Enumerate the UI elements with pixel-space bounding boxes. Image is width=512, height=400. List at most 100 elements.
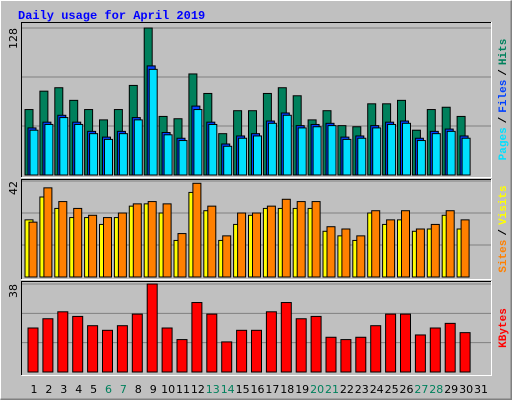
legend-entry: Pages — [498, 127, 510, 160]
bar — [104, 138, 113, 176]
bar — [103, 217, 112, 278]
bar — [87, 325, 99, 373]
bar — [325, 336, 337, 373]
bar — [176, 339, 188, 373]
bar — [327, 125, 337, 176]
bar — [161, 327, 173, 373]
bar — [414, 334, 426, 373]
bar — [193, 109, 203, 176]
bar — [42, 318, 54, 373]
bar — [372, 127, 382, 176]
bar — [59, 117, 69, 176]
x-tick-label: 22 — [340, 383, 354, 396]
x-tick-label: 23 — [355, 383, 369, 396]
bar — [236, 329, 248, 373]
x-tick-label: 6 — [105, 383, 112, 396]
x-tick-label: 18 — [280, 383, 294, 396]
legend-separator: / — [498, 229, 510, 236]
bar — [444, 322, 456, 373]
legend: KBytes — [498, 308, 510, 348]
x-tick-label: 24 — [370, 383, 384, 396]
bar — [133, 119, 143, 176]
bar — [223, 145, 233, 176]
bar — [44, 123, 54, 176]
x-tick-label: 29 — [444, 383, 458, 396]
y-tick-label: 128 — [7, 28, 20, 49]
bar — [459, 332, 471, 373]
x-tick-label: 26 — [400, 383, 414, 396]
bar — [89, 133, 99, 176]
bar — [386, 219, 396, 278]
x-tick-label: 8 — [135, 383, 142, 396]
bar — [58, 201, 68, 278]
bar — [340, 339, 352, 373]
plot-frame-dark — [21, 179, 491, 279]
x-tick-label: 14 — [221, 383, 235, 396]
plot-frame-light — [21, 22, 492, 178]
bar — [117, 212, 127, 278]
bar — [430, 223, 440, 278]
bar — [238, 137, 248, 176]
x-tick-label: 3 — [60, 383, 67, 396]
bar — [401, 210, 410, 278]
bar — [357, 137, 367, 176]
bar — [355, 336, 367, 373]
bar — [178, 140, 188, 176]
bar — [296, 201, 306, 278]
bar — [207, 205, 217, 278]
legend-entry: Files — [498, 80, 510, 113]
bar — [27, 327, 39, 373]
bar — [43, 187, 53, 278]
bar — [356, 235, 366, 278]
x-tick-label: 25 — [385, 383, 399, 396]
legend: Sites / Visits — [498, 185, 510, 272]
bar — [431, 133, 441, 176]
bar — [177, 233, 187, 278]
y-tick-label: 42 — [7, 181, 20, 195]
x-tick-label: 16 — [251, 383, 265, 396]
legend-entry: Sites — [498, 240, 510, 273]
x-tick-label: 20 — [310, 383, 324, 396]
bar — [192, 182, 202, 278]
bar — [342, 138, 352, 176]
bar — [267, 122, 277, 176]
x-tick-label: 5 — [90, 383, 97, 396]
bar — [370, 325, 382, 373]
bar — [206, 313, 218, 373]
bar — [282, 114, 292, 176]
bar — [146, 283, 158, 373]
bar — [252, 212, 261, 278]
bar — [237, 212, 247, 278]
bar — [295, 318, 307, 373]
bar — [118, 133, 128, 176]
legend-entry: Visits — [498, 185, 510, 225]
bar — [460, 219, 470, 278]
bar — [162, 203, 172, 278]
bar — [148, 68, 158, 176]
bar — [371, 210, 381, 278]
bar — [280, 302, 292, 373]
bar — [429, 327, 441, 373]
x-tick-label: 28 — [429, 383, 443, 396]
x-tick-label: 1 — [31, 383, 38, 396]
bar — [132, 203, 142, 278]
bar — [446, 130, 456, 176]
x-tick-label: 7 — [120, 383, 127, 396]
bar — [402, 122, 411, 176]
bar — [251, 329, 262, 373]
x-tick-label: 12 — [191, 383, 205, 396]
x-tick-label: 19 — [295, 383, 309, 396]
bar — [29, 129, 39, 176]
x-tick-label: 21 — [325, 383, 339, 396]
bar — [385, 313, 397, 373]
bar — [88, 214, 98, 278]
bar — [131, 313, 143, 373]
y-tick-label: 38 — [7, 284, 20, 298]
bar — [311, 201, 321, 278]
bar — [102, 329, 113, 373]
x-tick-label: 17 — [265, 383, 279, 396]
bar — [147, 201, 157, 278]
bar — [341, 228, 351, 278]
bar — [312, 126, 322, 176]
